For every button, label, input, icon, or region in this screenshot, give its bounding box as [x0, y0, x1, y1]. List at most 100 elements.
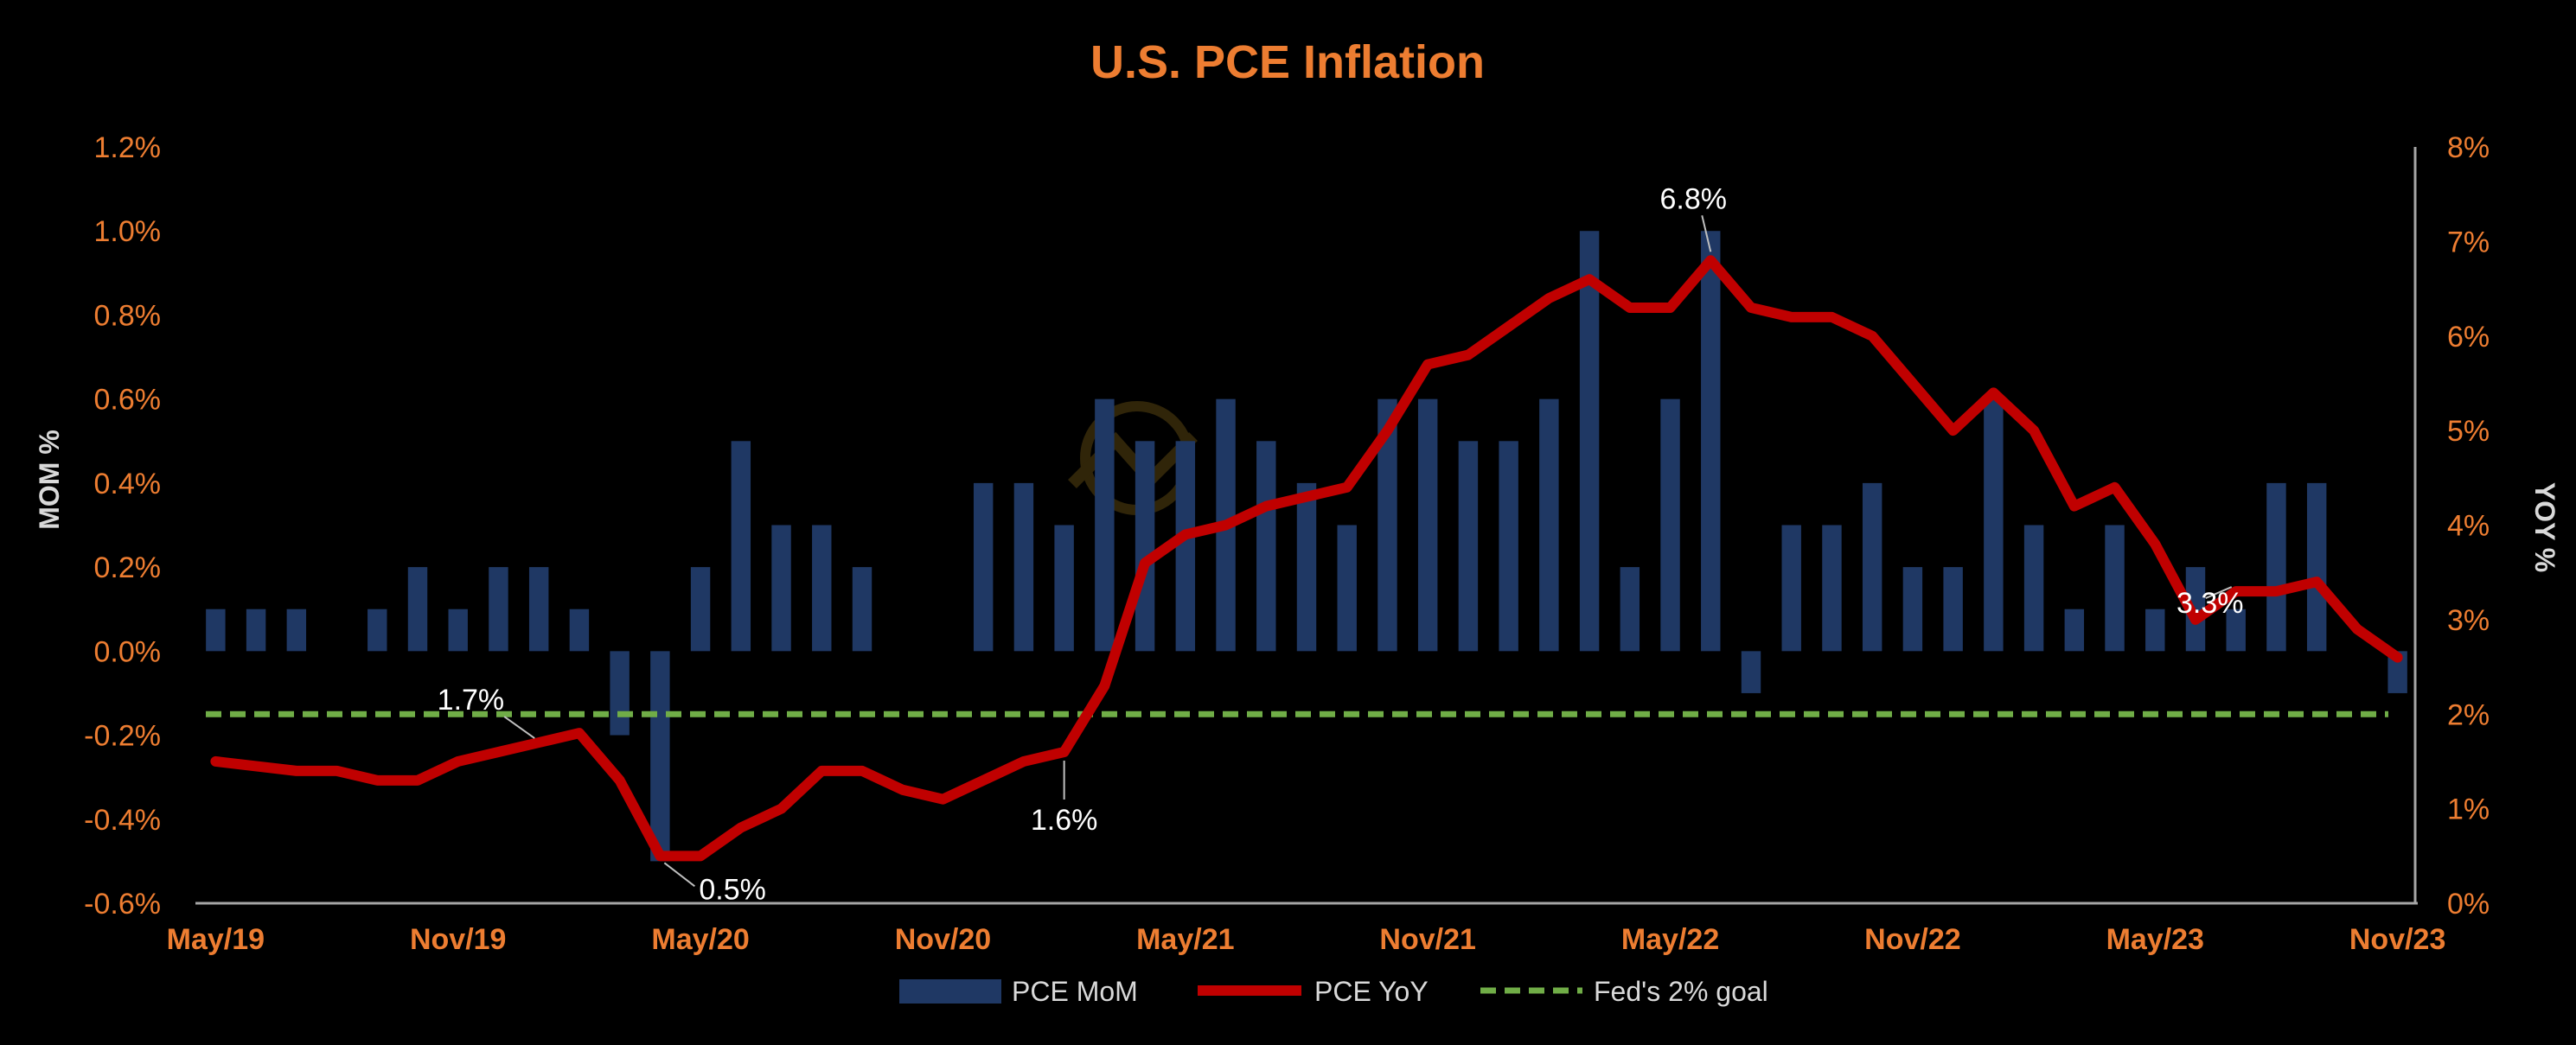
x-tick-label: Nov/20	[895, 923, 992, 956]
y-left-tick-label: -0.4%	[84, 804, 161, 837]
bar-mom	[1539, 398, 1559, 652]
bar-mom	[852, 567, 873, 652]
annotation-label: 6.8%	[1660, 182, 1728, 215]
bar-mom	[650, 651, 670, 862]
annotation-leader	[2205, 586, 2233, 599]
annotation-label: 3.3%	[2176, 587, 2244, 620]
x-tick-label: Nov/22	[1864, 923, 1961, 956]
bar-mom	[1620, 567, 1640, 652]
bar-mom	[1660, 398, 1680, 652]
bar-mom	[1013, 482, 1034, 652]
x-tick-label: Nov/21	[1379, 923, 1476, 956]
watermark	[1068, 401, 1198, 515]
bar-mom	[1054, 525, 1074, 652]
annotation-leader	[663, 862, 695, 888]
bar-mom	[489, 567, 508, 652]
y-left-tick-label: -0.2%	[84, 720, 161, 753]
bar-mom	[1175, 441, 1196, 652]
bar-mom	[1296, 482, 1317, 652]
bar-mom	[1337, 525, 1357, 652]
y-right-tick-label: 0%	[2447, 888, 2490, 921]
bar-mom	[1135, 441, 1155, 652]
bar-mom	[569, 609, 590, 652]
annotation-label: 1.6%	[1031, 804, 1098, 837]
bar-mom	[1417, 398, 1438, 652]
y-right-tick-label: 7%	[2447, 226, 2490, 258]
bar-mom	[246, 609, 266, 652]
bar-mom	[1458, 441, 1479, 652]
bar-mom	[1822, 525, 1842, 652]
bar-mom	[2023, 525, 2044, 652]
bar-mom	[2387, 651, 2407, 693]
y-left-tick-label: 0.2%	[94, 551, 162, 584]
y-right-tick-label: 3%	[2447, 604, 2490, 637]
bar-mom	[2266, 482, 2286, 652]
bar-mom	[1499, 441, 1518, 652]
x-tick-label: May/21	[1136, 923, 1234, 956]
x-tick-label: May/20	[651, 923, 749, 956]
plot-area: -0.6% -0.4% -0.2% 0.0% 0.2% 0.4% 0.6% 0.8% 1.0% 1…	[84, 131, 2490, 956]
bar-mom	[2226, 609, 2246, 652]
bar-mom	[1095, 398, 1115, 652]
y-left-tick-label: 1.2%	[94, 131, 162, 164]
bar-mom	[690, 567, 711, 652]
bar-mom	[1902, 567, 1923, 652]
bar-mom	[1579, 231, 1600, 652]
line-yoy	[210, 255, 2403, 862]
bar-mom	[1943, 567, 1963, 652]
bar-mom	[1741, 651, 1761, 693]
x-tick-label: May/23	[2106, 923, 2204, 956]
y-axis-right-label: YOY %	[2529, 482, 2560, 572]
bar-mom	[1377, 398, 1397, 652]
y-left-tick-label: 0.4%	[94, 468, 162, 500]
bar-mom	[1862, 482, 1882, 652]
bar-mom	[1984, 398, 2004, 652]
bar-mom	[368, 609, 387, 652]
y-left-tick-label: -0.6%	[84, 888, 161, 921]
bar-mom	[2064, 609, 2085, 652]
bar-mom	[1256, 441, 1276, 652]
y-axis-left-label: MOM %	[34, 430, 65, 530]
y-right-tick-label: 6%	[2447, 321, 2490, 354]
annotation-label: 1.7%	[438, 684, 505, 717]
y-left-tick-label: 0.0%	[94, 635, 162, 668]
annotation-leader	[1701, 215, 1712, 252]
chart-title: U.S. PCE Inflation	[1090, 36, 1485, 88]
bar-mom	[206, 609, 226, 652]
bar-mom	[448, 609, 468, 652]
legend-label-yoy: PCE YoY	[1314, 976, 1429, 1007]
bar-mom	[1701, 231, 1721, 652]
legend-label-mom: PCE MoM	[1012, 976, 1138, 1007]
bar-mom	[286, 609, 307, 652]
bar-mom	[2306, 482, 2327, 652]
x-tick-label: May/19	[167, 923, 265, 956]
watermark-chart-icon	[1068, 431, 1198, 489]
annotation-leader	[503, 716, 535, 739]
y-left-tick-label: 0.6%	[94, 384, 162, 417]
bar-mom	[407, 567, 428, 652]
y-left-tick-label: 0.8%	[94, 299, 162, 332]
y-right-tick-label: 4%	[2447, 510, 2490, 543]
annotation-label: 0.5%	[699, 873, 766, 906]
bar-mom	[2105, 525, 2125, 652]
bar-mom	[771, 525, 791, 652]
y-right-tick-label: 8%	[2447, 131, 2490, 164]
legend-label-goal: Fed's 2% goal	[1594, 976, 1768, 1007]
bar-mom	[1781, 525, 1801, 652]
y-right-tick-label: 1%	[2447, 793, 2490, 826]
legend-swatch-mom	[899, 979, 1001, 1004]
bar-mom	[2145, 609, 2165, 652]
bar-mom	[610, 651, 630, 736]
y-right-tick-label: 2%	[2447, 698, 2490, 731]
legend: PCE MoM PCE YoY Fed's 2% goal	[899, 976, 1768, 1007]
y-left-tick-label: 1.0%	[94, 215, 162, 248]
x-tick-label: Nov/23	[2349, 923, 2446, 956]
x-tick-label: Nov/19	[410, 923, 507, 956]
x-tick-label: May/22	[1621, 923, 1719, 956]
y-right-tick-label: 5%	[2447, 415, 2490, 448]
bar-mom	[731, 441, 751, 652]
bar-mom	[812, 525, 832, 652]
bar-mom	[973, 482, 994, 652]
bar-mom	[528, 567, 549, 652]
